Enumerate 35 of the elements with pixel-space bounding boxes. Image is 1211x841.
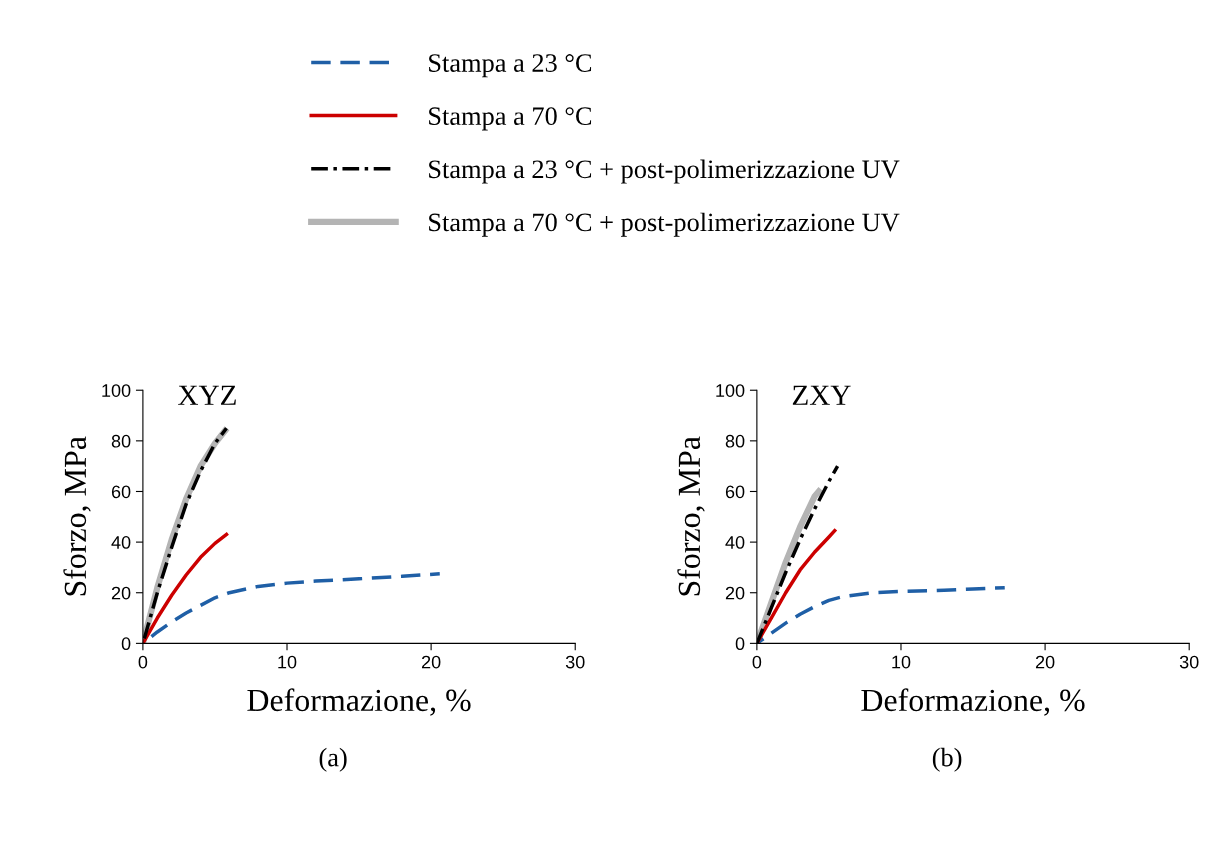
x-tick-label: 0: [138, 655, 148, 669]
text: (a): [319, 747, 347, 772]
y-tick-label: 100: [716, 384, 745, 397]
line-series: [756, 528, 837, 644]
y-tick-label: 40: [111, 536, 131, 549]
legend-label: Stampa a 70 °C + post-polimerizzazione UV: [429, 212, 900, 237]
x-tick-label: 10: [892, 655, 911, 669]
y-tick-label: 40: [725, 536, 745, 549]
y-tick-label: 80: [725, 434, 745, 448]
y-tick-label: 0: [121, 637, 131, 651]
line-series: [756, 585, 1007, 644]
x-tick-label: 20: [1035, 655, 1055, 669]
legend-label: Stampa a 23 °C: [429, 54, 592, 78]
y-tick-label: 60: [111, 485, 131, 499]
y-axis-title: Sforzo, MPa: [677, 436, 705, 596]
y-tick-label: 0: [735, 637, 745, 651]
text: (b): [932, 747, 962, 772]
x-axis-title: Deformazione, %: [861, 688, 1085, 716]
chart-title: XYZ: [178, 385, 236, 405]
y-tick-label: 20: [725, 586, 745, 600]
x-tick-label: 30: [565, 655, 585, 669]
x-tick-label: 10: [278, 655, 297, 669]
x-axis-title: Deformazione, %: [247, 688, 471, 716]
x-tick-label: 30: [1179, 655, 1199, 669]
y-tick-label: 100: [102, 384, 131, 397]
x-tick-label: 0: [752, 655, 762, 669]
line-series: [142, 532, 229, 644]
legend-label: Stampa a 23 °C + post-polimerizzazione UV: [429, 159, 900, 184]
y-tick-label: 20: [111, 586, 131, 600]
y-tick-label: 80: [111, 434, 131, 448]
chart-title: ZXY: [792, 385, 851, 405]
y-tick-label: 60: [725, 485, 745, 499]
y-axis-title: Sforzo, MPa: [63, 436, 91, 596]
x-tick-label: 20: [421, 655, 441, 669]
legend-label: Stampa a 70 °C: [429, 107, 592, 131]
